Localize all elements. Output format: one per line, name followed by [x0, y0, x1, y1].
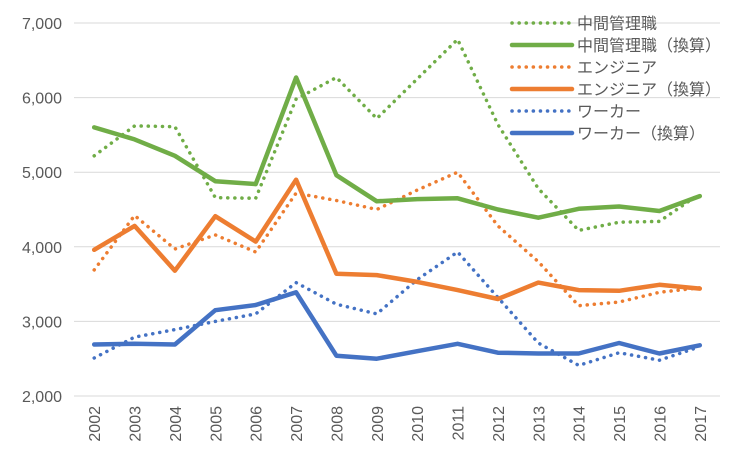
y-tick-label: 5,000	[22, 165, 62, 182]
y-axis: 2,000 3,000 4,000 5,000 6,000 7,000	[22, 16, 62, 406]
x-tick-label: 2010	[410, 406, 427, 442]
legend-label: ワーカー	[577, 102, 641, 121]
x-axis: 2002 2003 2004 2005 2006 2007 2008 2009 2010 2011…	[87, 406, 710, 442]
x-tick-label: 2012	[491, 406, 508, 442]
x-tick-label: 2013	[531, 406, 548, 442]
x-tick-label: 2009	[370, 406, 387, 442]
y-tick-label: 6,000	[22, 91, 62, 108]
x-tick-label: 2015	[612, 406, 629, 442]
legend-label: 中間管理職（換算）	[577, 36, 721, 55]
y-tick-label: 2,000	[22, 389, 62, 406]
series-line-2	[92, 170, 702, 308]
x-tick-label: 2017	[693, 406, 710, 442]
x-tick-label: 2006	[249, 406, 266, 442]
legend-label: ワーカー（換算）	[577, 124, 705, 143]
gridlines	[74, 22, 720, 397]
series-line-1	[91, 75, 703, 220]
y-tick-label: 7,000	[22, 16, 62, 33]
x-tick-label: 2004	[168, 406, 185, 442]
legend-label: 中間管理職	[577, 14, 657, 33]
series-line-4	[92, 250, 702, 368]
x-tick-label: 2008	[329, 406, 346, 442]
y-tick-label: 4,000	[22, 240, 62, 257]
x-tick-label: 2014	[572, 406, 589, 442]
legend-label: エンジニア（換算）	[577, 80, 721, 99]
series-line-3	[91, 177, 703, 302]
x-tick-label: 2007	[289, 406, 306, 442]
x-tick-label: 2005	[208, 406, 225, 442]
x-tick-label: 2011	[451, 406, 468, 441]
series-lines	[91, 37, 703, 368]
y-tick-label: 3,000	[22, 314, 62, 331]
legend-label: エンジニア	[577, 58, 657, 77]
series-line-5	[91, 290, 703, 361]
x-tick-label: 2002	[87, 406, 104, 442]
x-tick-label: 2016	[652, 406, 669, 442]
x-tick-label: 2003	[128, 406, 145, 442]
